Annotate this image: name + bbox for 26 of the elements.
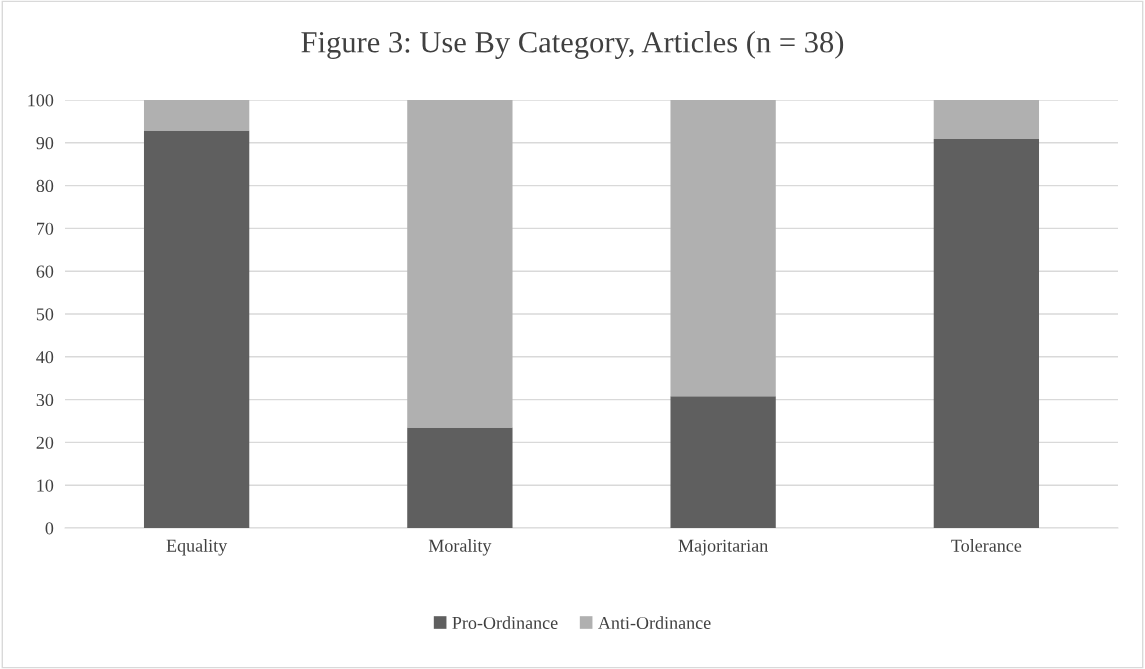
y-tick-label: 30	[36, 393, 54, 407]
y-tick-label: 0	[45, 522, 54, 535]
bar	[933, 100, 1040, 139]
y-tick-label: 70	[37, 222, 54, 235]
y-tick-label: 80	[36, 179, 54, 193]
x-tick-label: Majoritarian	[678, 539, 768, 556]
y-tick-label: 100	[28, 94, 54, 107]
legend-label: Pro-Ordinance	[452, 616, 558, 630]
y-tick-label: 60	[36, 265, 54, 278]
bar	[407, 100, 513, 428]
y-tick-label: 20	[36, 436, 54, 449]
bar	[670, 100, 776, 397]
bar	[407, 427, 513, 528]
bar	[933, 138, 1040, 528]
y-tick-label: 10	[37, 479, 54, 492]
bar	[143, 130, 250, 528]
y-tick-label: 90	[36, 137, 54, 150]
chart-title: Figure 3: Use By Category, Articles (n = 38)	[301, 31, 844, 59]
bar	[143, 100, 250, 131]
y-tick-label: 40	[36, 351, 54, 364]
x-tick-label: Tolerance	[951, 539, 1022, 552]
x-tick-label: Equality	[166, 539, 228, 556]
legend-label: Anti-Ordinance	[598, 616, 711, 630]
y-tick-label: 50	[36, 308, 54, 321]
x-tick-label: Morality	[428, 539, 492, 556]
bar	[670, 396, 776, 528]
